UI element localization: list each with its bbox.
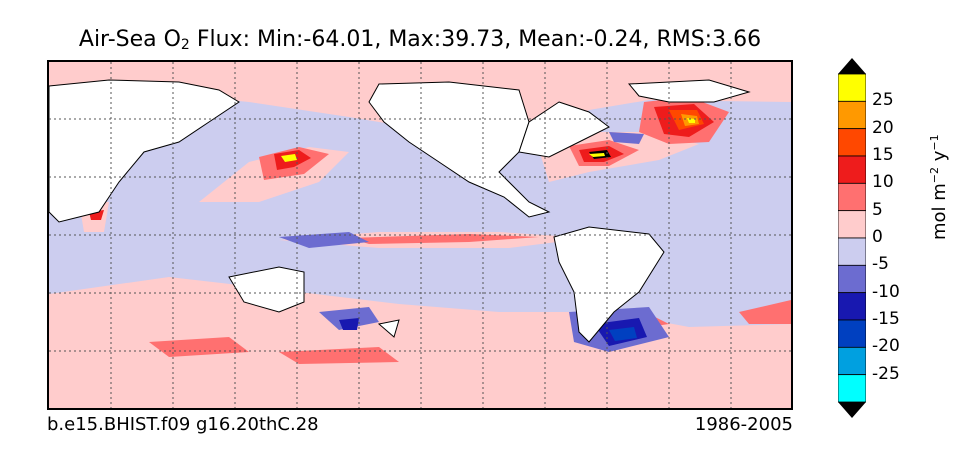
flux-map — [47, 60, 793, 410]
units-exp-2: −1 — [928, 134, 941, 151]
colorbar-block — [838, 182, 866, 212]
colorbar-block — [838, 292, 866, 321]
colorbar-block — [838, 210, 866, 239]
units-base: mol m — [929, 183, 950, 240]
colorbar-extend-high — [838, 58, 866, 74]
colorbar — [838, 58, 866, 418]
colorbar-block — [838, 155, 866, 184]
land-masses — [49, 79, 751, 343]
colorbar-block — [838, 73, 866, 102]
title-suffix: Flux: Min:-64.01, Max:39.73, Mean:-0.24,… — [189, 27, 762, 52]
colorbar-units: mol m−2 y−1 — [928, 134, 950, 240]
colorbar-tick-label: -20 — [872, 336, 900, 357]
time-period: 1986-2005 — [694, 414, 793, 435]
colorbar-tick-label: 15 — [872, 145, 894, 165]
case-name: b.e15.BHIST.f09 g16.20thC.28 — [47, 414, 319, 435]
colorbar-block — [838, 264, 866, 294]
colorbar-block — [838, 319, 866, 348]
colorbar-block — [838, 237, 866, 266]
units-exp-1: −2 — [928, 166, 941, 184]
colorbar-block — [838, 346, 866, 376]
colorbar-blocks — [838, 58, 866, 418]
graticule — [49, 62, 791, 408]
units-mid: y — [929, 150, 950, 167]
title-prefix: Air-Sea O — [78, 27, 181, 52]
colorbar-tick-label: 5 — [872, 199, 883, 220]
colorbar-tick-label: -10 — [872, 281, 900, 302]
colorbar-tick-label: -15 — [872, 309, 900, 329]
colorbar-tick-label: -5 — [872, 254, 889, 275]
plot-title: Air-Sea O2 Flux: Min:-64.01, Max:39.73, … — [0, 27, 840, 53]
colorbar-extend-low — [838, 402, 866, 418]
colorbar-block — [838, 100, 866, 130]
colorbar-tick-label: 20 — [872, 117, 894, 138]
colorbar-block — [838, 128, 866, 157]
colorbar-tick-label: 10 — [872, 172, 894, 193]
colorbar-tick-label: -25 — [872, 363, 900, 384]
colorbar-tick-label: 25 — [872, 90, 894, 111]
title-subscript: 2 — [180, 37, 190, 53]
colorbar-tick-label: 0 — [872, 227, 883, 247]
map-canvas — [49, 62, 791, 408]
colorbar-block — [838, 374, 866, 403]
